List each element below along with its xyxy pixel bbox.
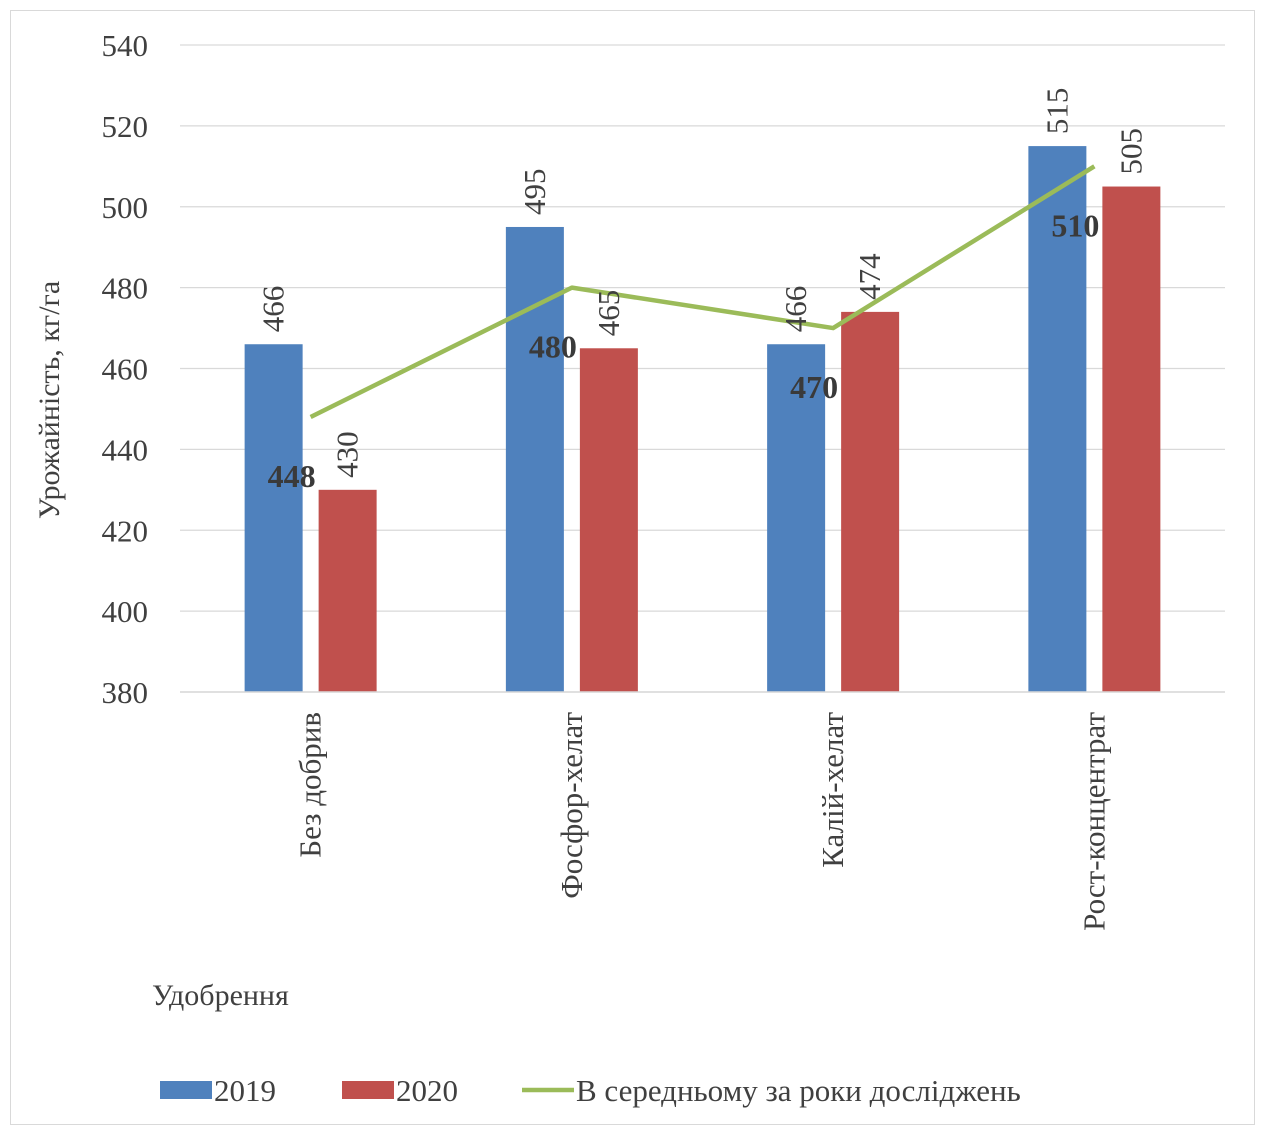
line-value-label: 448 (268, 458, 316, 494)
legend-label: 2019 (214, 1073, 276, 1108)
y-axis-title: Урожайність, кг/га (33, 281, 66, 519)
bars (244, 146, 1161, 692)
x-tick-label: Фосфор-хелат (554, 712, 589, 899)
legend-swatch-2019 (160, 1081, 212, 1099)
bar-2020 (841, 311, 900, 692)
bar-2020 (318, 489, 377, 692)
bar-2020 (1102, 186, 1161, 692)
series-line-average (309, 164, 1096, 420)
bar-value-label: 474 (852, 253, 887, 300)
bar-value-label: 465 (591, 290, 626, 337)
x-axis-title: Удобрення (152, 979, 289, 1012)
bar-value-label: 515 (1039, 88, 1074, 135)
legend-swatch-2020 (342, 1081, 394, 1099)
x-tick-label: Без добрив (293, 712, 328, 858)
bar-value-label: 495 (517, 168, 552, 215)
data-labels: 466 430 495 465 466 474 515 505 448 480 470 510 (256, 88, 1149, 494)
bar-2020 (579, 348, 638, 692)
bar-value-label: 430 (330, 431, 365, 478)
bar-2019 (244, 344, 303, 692)
y-tick-label: 440 (102, 432, 149, 467)
y-tick-label: 480 (102, 271, 149, 306)
bar-value-label: 505 (1113, 128, 1148, 175)
line-value-label: 510 (1051, 207, 1099, 243)
line-value-label: 470 (790, 369, 838, 405)
y-tick-label: 500 (102, 190, 149, 225)
legend: 2019 2020 В середньому за роки досліджень (160, 1073, 1021, 1108)
bar-2019 (767, 344, 826, 692)
bar-2019 (1028, 146, 1087, 692)
y-tick-label: 460 (102, 352, 149, 387)
x-tick-label: Калій-хелат (815, 712, 850, 868)
y-tick-label: 420 (102, 513, 149, 548)
average-line (309, 164, 1096, 420)
y-tick-label: 520 (102, 109, 149, 144)
legend-label: 2020 (396, 1073, 458, 1108)
axes: 380 400 420 440 460 480 500 520 540 Без добрив Фос… (102, 28, 1225, 931)
y-tick-label: 400 (102, 594, 149, 629)
x-tick-label: Рост-концентрат (1076, 712, 1111, 931)
line-value-label: 480 (529, 329, 577, 365)
bar-value-label: 466 (256, 286, 291, 333)
legend-label: В середньому за роки досліджень (576, 1073, 1021, 1108)
bar-value-label: 466 (778, 286, 813, 333)
y-tick-label: 380 (102, 675, 149, 710)
y-tick-label: 540 (102, 28, 149, 63)
